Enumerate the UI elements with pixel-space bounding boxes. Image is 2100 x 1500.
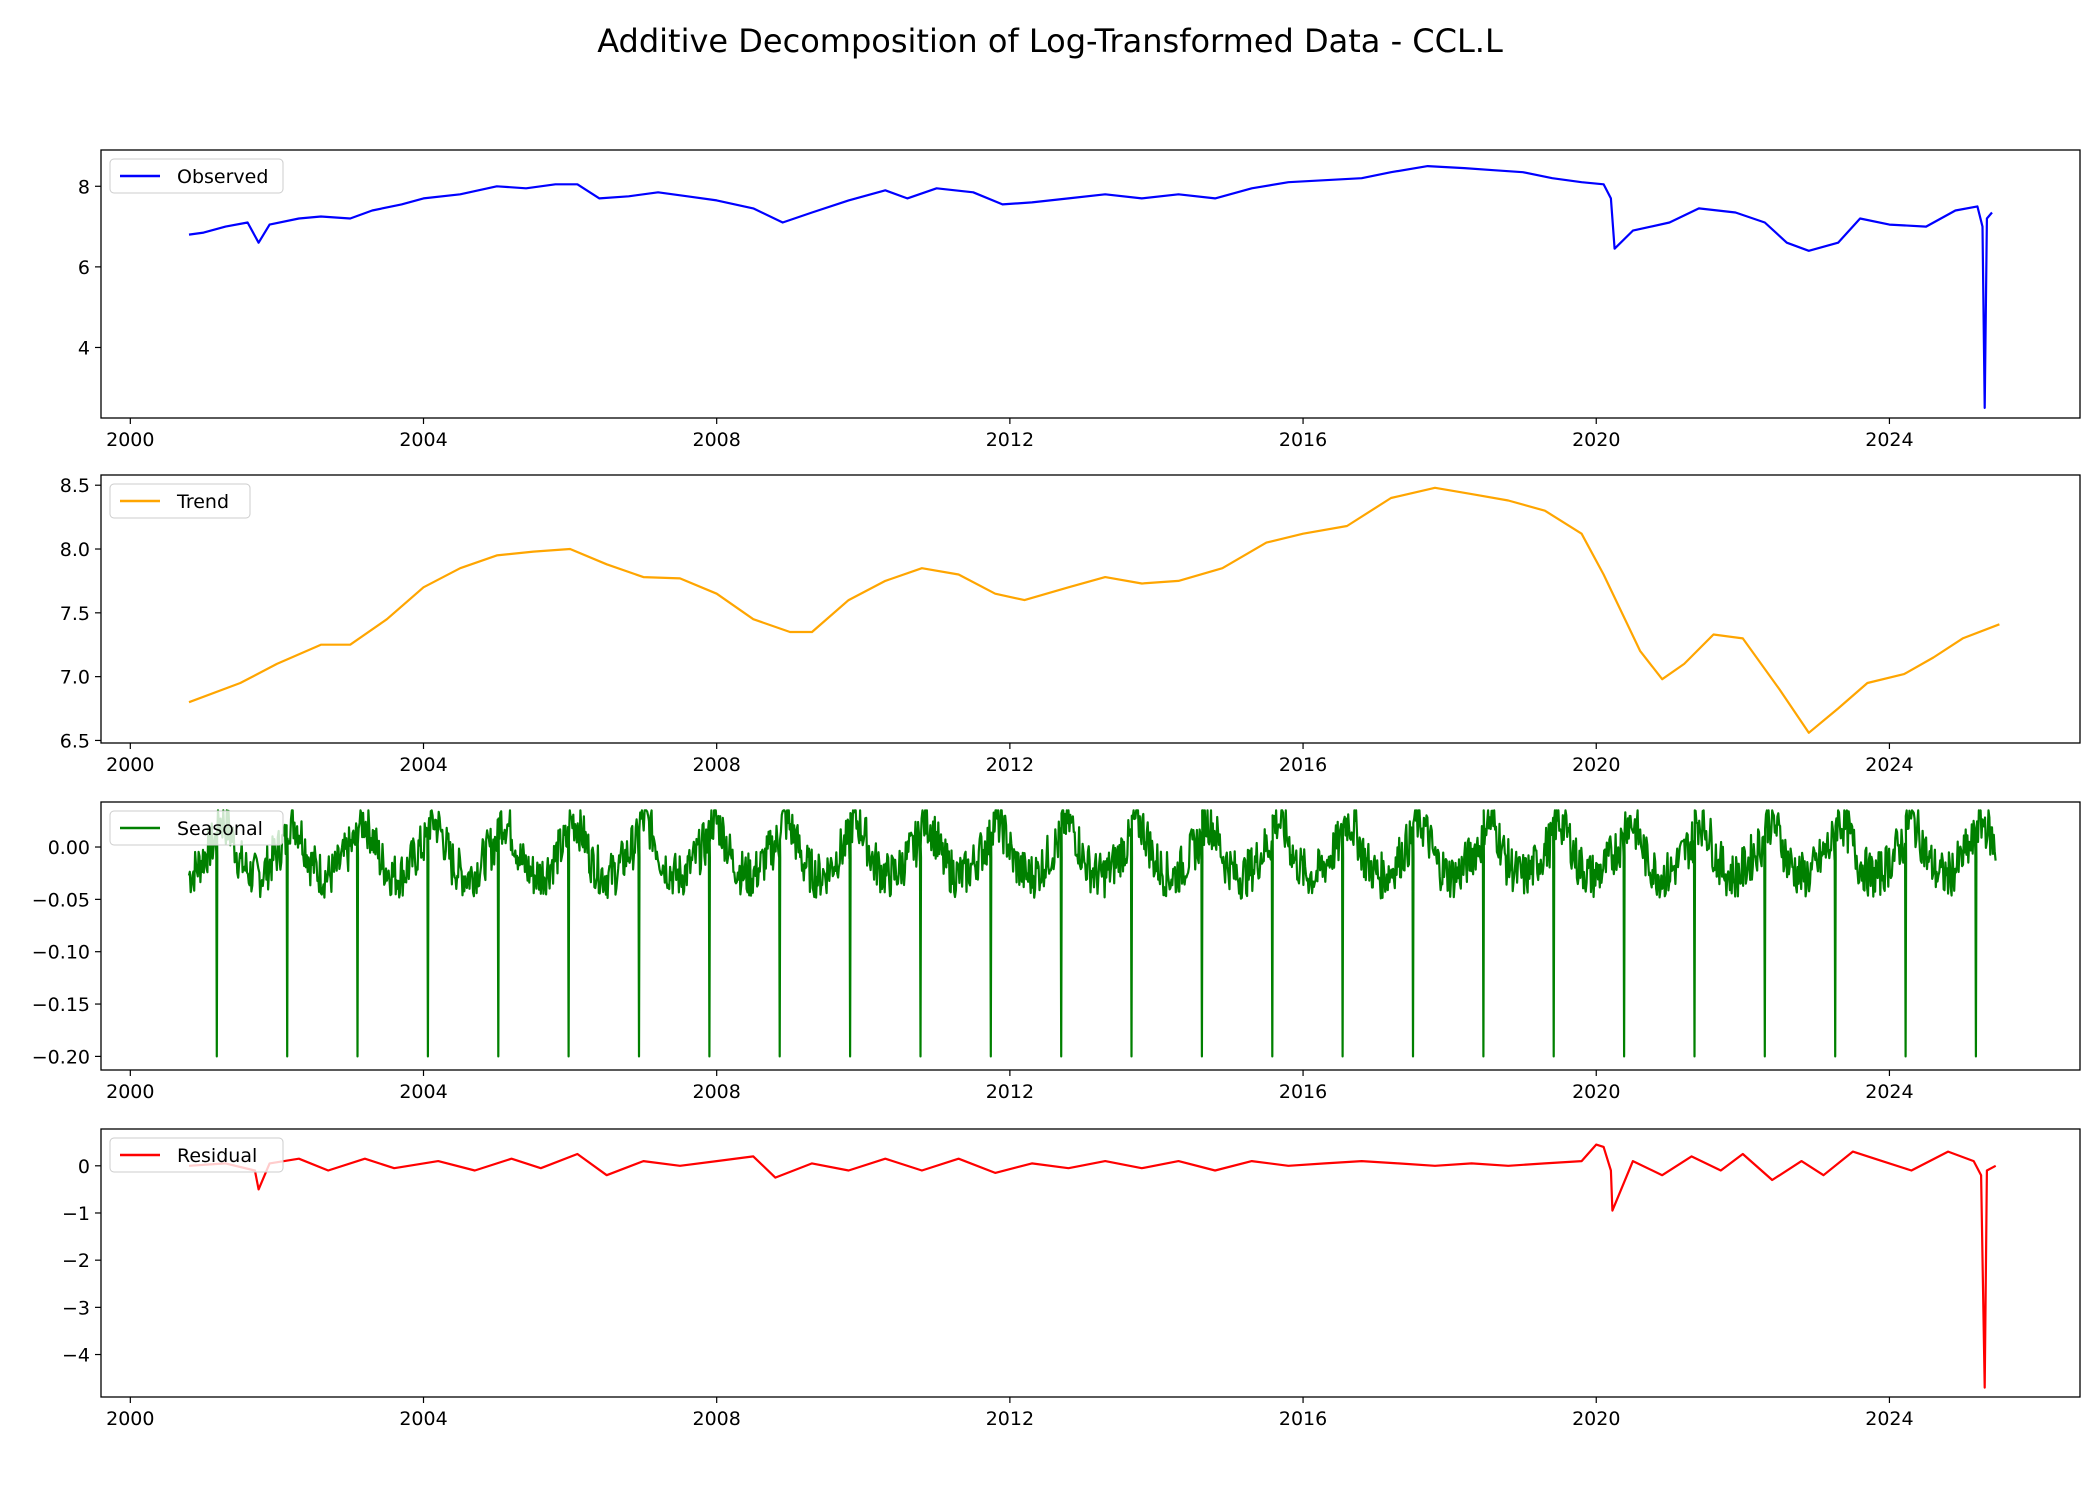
- trend-legend: Trend: [109, 483, 251, 519]
- x-tick-label: 2012: [986, 1408, 1034, 1430]
- y-tick-label: −0.20: [32, 1046, 90, 1068]
- trend-panel: 2000 2004 2008 2012 2016 2020 2024 6.5 7.0 7.5 8.0…: [60, 474, 2081, 776]
- x-tick-label: 2012: [986, 1081, 1034, 1103]
- x-tick-label: 2024: [1865, 754, 1913, 776]
- x-tick-label: 2008: [693, 754, 741, 776]
- x-tick-label: 2024: [1865, 429, 1913, 451]
- legend-box: [109, 1137, 284, 1173]
- legend-label: Trend: [176, 491, 229, 513]
- seasonal-line: [187, 809, 1997, 1058]
- x-tick-label: 2020: [1572, 1081, 1620, 1103]
- x-tick-label: 2016: [1279, 429, 1327, 451]
- seasonal-axes-frame: [100, 801, 2081, 1071]
- x-tick-label: 2000: [106, 1081, 154, 1103]
- x-tick-label: 2004: [399, 1081, 447, 1103]
- legend-label: Seasonal: [177, 818, 263, 840]
- legend-box: [109, 810, 284, 846]
- y-tick-label: −4: [62, 1345, 90, 1367]
- observed-panel: 2000 2004 2008 2012 2016 2020 2024 4 6 8 Observed: [78, 149, 2081, 451]
- x-tick-label: 2004: [399, 754, 447, 776]
- x-tick-label: 2012: [986, 429, 1034, 451]
- seasonal-panel: 2000 2004 2008 2012 2016 2020 2024 0.00 −0.05 −0.…: [32, 801, 2081, 1103]
- x-tick-label: 2000: [106, 1408, 154, 1430]
- x-tick-label: 2016: [1279, 1081, 1327, 1103]
- trend-line: [188, 486, 2000, 734]
- observed-legend: Observed: [109, 158, 284, 194]
- y-tick-label: −1: [62, 1203, 90, 1225]
- y-tick-label: 6: [78, 257, 90, 279]
- y-tick-label: 8.5: [60, 475, 90, 497]
- observed-axes-frame: [100, 149, 2081, 419]
- x-tick-label: 2016: [1279, 1408, 1327, 1430]
- legend-box: [109, 158, 284, 194]
- x-tick-label: 2004: [399, 429, 447, 451]
- y-tick-label: 8.0: [60, 539, 90, 561]
- x-tick-label: 2024: [1865, 1081, 1913, 1103]
- residual-axes-frame: [100, 1128, 2081, 1398]
- seasonal-legend: Seasonal: [109, 810, 284, 846]
- legend-box: [109, 483, 251, 519]
- x-tick-label: 2000: [106, 754, 154, 776]
- y-tick-label: 6.5: [60, 730, 90, 752]
- y-tick-label: 0: [78, 1156, 90, 1178]
- y-tick-label: 7.0: [60, 667, 90, 689]
- residual-line: [188, 1143, 1997, 1389]
- x-tick-label: 2004: [399, 1408, 447, 1430]
- x-tick-label: 2020: [1572, 754, 1620, 776]
- x-tick-label: 2012: [986, 754, 1034, 776]
- trend-axes-frame: [100, 474, 2081, 744]
- y-tick-label: 0.00: [48, 837, 90, 859]
- chart-title: Additive Decomposition of Log-Transforme…: [597, 22, 1503, 60]
- residual-panel: 2000 2004 2008 2012 2016 2020 2024 0 −1 −2 −3 −4 Res…: [62, 1128, 2081, 1430]
- x-tick-label: 2008: [693, 1408, 741, 1430]
- x-tick-label: 2008: [693, 1081, 741, 1103]
- observed-line: [188, 165, 1993, 409]
- x-tick-label: 2024: [1865, 1408, 1913, 1430]
- x-tick-label: 2020: [1572, 1408, 1620, 1430]
- y-tick-label: 4: [78, 337, 90, 359]
- legend-label: Residual: [177, 1145, 257, 1167]
- x-tick-label: 2000: [106, 429, 154, 451]
- legend-label: Observed: [177, 166, 268, 188]
- y-tick-label: −3: [62, 1297, 90, 1319]
- y-tick-label: −0.15: [32, 994, 90, 1016]
- y-tick-label: 7.5: [60, 603, 90, 625]
- x-tick-label: 2016: [1279, 754, 1327, 776]
- y-tick-label: 8: [78, 176, 90, 198]
- x-tick-label: 2020: [1572, 429, 1620, 451]
- y-tick-label: −2: [62, 1250, 90, 1272]
- y-tick-label: −0.10: [32, 942, 90, 964]
- x-tick-label: 2008: [693, 429, 741, 451]
- y-tick-label: −0.05: [32, 889, 90, 911]
- residual-legend: Residual: [109, 1137, 284, 1173]
